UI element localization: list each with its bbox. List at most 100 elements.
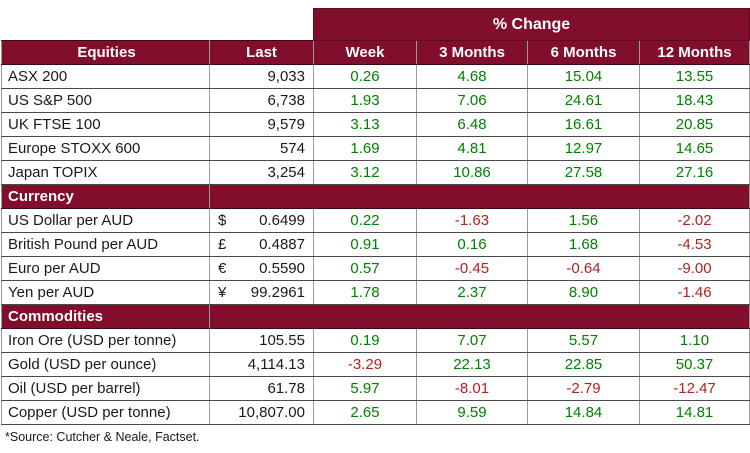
change-cell: 20.85 bbox=[638, 112, 750, 137]
currency-symbol: € bbox=[218, 260, 227, 277]
row-label: US S&P 500 bbox=[1, 88, 210, 113]
row-label: Iron Ore (USD per tonne) bbox=[1, 328, 210, 353]
currency-symbol: $ bbox=[218, 212, 227, 229]
section-header-commodities: Commodities bbox=[1, 304, 210, 329]
section-header-equities: Equities bbox=[1, 40, 210, 65]
row-label: Gold (USD per ounce) bbox=[1, 352, 210, 377]
last-value: €0.5590 bbox=[209, 256, 314, 281]
change-cell: 27.58 bbox=[527, 160, 640, 185]
change-cell: 4.81 bbox=[416, 136, 528, 161]
change-cell: -0.45 bbox=[416, 256, 528, 281]
percent-change-banner-row: % Change bbox=[1, 8, 750, 41]
last-value: £0.4887 bbox=[209, 232, 314, 257]
table-row-yen-per-aud: Yen per AUD ¥99.2961 1.78 2.37 8.90 -1.4… bbox=[1, 280, 750, 305]
change-cell: -4.53 bbox=[638, 232, 750, 257]
change-cell: 18.43 bbox=[638, 88, 750, 113]
last-value: 9,033 bbox=[209, 64, 314, 89]
change-cell: 27.16 bbox=[638, 160, 750, 185]
row-label: Japan TOPIX bbox=[1, 160, 210, 185]
change-cell: 12.97 bbox=[527, 136, 640, 161]
change-cell: 14.81 bbox=[638, 400, 750, 425]
change-cell: 0.22 bbox=[313, 208, 417, 233]
row-label: US Dollar per AUD bbox=[1, 208, 210, 233]
change-cell: 0.19 bbox=[313, 328, 417, 353]
row-label: ASX 200 bbox=[1, 64, 210, 89]
change-cell: -12.47 bbox=[638, 376, 750, 401]
change-cell: 0.91 bbox=[313, 232, 417, 257]
section-header-currency-row: Currency bbox=[1, 184, 750, 209]
table-row-asx-200: ASX 200 9,033 0.26 4.68 15.04 13.55 bbox=[1, 64, 750, 89]
change-cell: 22.13 bbox=[416, 352, 528, 377]
change-cell: 14.65 bbox=[638, 136, 750, 161]
last-number: 0.5590 bbox=[259, 260, 305, 277]
row-label: Yen per AUD bbox=[1, 280, 210, 305]
change-cell: -0.64 bbox=[527, 256, 640, 281]
percent-change-title: % Change bbox=[312, 8, 750, 41]
last-value: 105.55 bbox=[209, 328, 314, 353]
table-row-japan-topix: Japan TOPIX 3,254 3.12 10.86 27.58 27.16 bbox=[1, 160, 750, 185]
table-row-europe-stoxx-600: Europe STOXX 600 574 1.69 4.81 12.97 14.… bbox=[1, 136, 750, 161]
change-cell: 24.61 bbox=[527, 88, 640, 113]
table-row-us-sp-500: US S&P 500 6,738 1.93 7.06 24.61 18.43 bbox=[1, 88, 750, 113]
last-number: 0.4887 bbox=[259, 236, 305, 253]
last-number: 0.6499 bbox=[259, 212, 305, 229]
currency-symbol: ¥ bbox=[218, 284, 227, 301]
last-value: ¥99.2961 bbox=[209, 280, 314, 305]
row-label: British Pound per AUD bbox=[1, 232, 210, 257]
change-cell: -1.63 bbox=[416, 208, 528, 233]
source-note: *Source: Cutcher & Neale, Factset. bbox=[5, 430, 200, 444]
change-cell: 2.65 bbox=[313, 400, 417, 425]
banner-spacer bbox=[1, 8, 314, 41]
last-value: 9,579 bbox=[209, 112, 314, 137]
change-cell: -8.01 bbox=[416, 376, 528, 401]
table-row-usd-per-aud: US Dollar per AUD $0.6499 0.22 -1.63 1.5… bbox=[1, 208, 750, 233]
change-cell: 0.26 bbox=[313, 64, 417, 89]
change-cell: 2.37 bbox=[416, 280, 528, 305]
col-header-6-months: 6 Months bbox=[527, 40, 640, 65]
table-row-gold: Gold (USD per ounce) 4,114.13 -3.29 22.1… bbox=[1, 352, 750, 377]
change-cell: 0.16 bbox=[416, 232, 528, 257]
currency-symbol: £ bbox=[218, 236, 227, 253]
change-cell: -2.02 bbox=[638, 208, 750, 233]
table-row-iron-ore: Iron Ore (USD per tonne) 105.55 0.19 7.0… bbox=[1, 328, 750, 353]
change-cell: 0.57 bbox=[313, 256, 417, 281]
change-cell: 8.90 bbox=[527, 280, 640, 305]
col-header-last: Last bbox=[209, 40, 314, 65]
table-row-oil: Oil (USD per barrel) 61.78 5.97 -8.01 -2… bbox=[1, 376, 750, 401]
change-cell: 1.68 bbox=[527, 232, 640, 257]
change-cell: 10.86 bbox=[416, 160, 528, 185]
change-cell: 16.61 bbox=[527, 112, 640, 137]
change-cell: 50.37 bbox=[638, 352, 750, 377]
last-value: 4,114.13 bbox=[209, 352, 314, 377]
row-label: UK FTSE 100 bbox=[1, 112, 210, 137]
last-value: 10,807.00 bbox=[209, 400, 314, 425]
change-cell: 1.56 bbox=[527, 208, 640, 233]
table-row-gbp-per-aud: British Pound per AUD £0.4887 0.91 0.16 … bbox=[1, 232, 750, 257]
change-cell: 7.06 bbox=[416, 88, 528, 113]
change-cell: 1.93 bbox=[313, 88, 417, 113]
change-cell: 4.68 bbox=[416, 64, 528, 89]
row-label: Oil (USD per barrel) bbox=[1, 376, 210, 401]
change-cell: -9.00 bbox=[638, 256, 750, 281]
last-value: 3,254 bbox=[209, 160, 314, 185]
row-label: Copper (USD per tonne) bbox=[1, 400, 210, 425]
change-cell: 13.55 bbox=[638, 64, 750, 89]
section-header-currency: Currency bbox=[1, 184, 210, 209]
row-label: Euro per AUD bbox=[1, 256, 210, 281]
col-header-12-months: 12 Months bbox=[638, 40, 750, 65]
change-cell: 7.07 bbox=[416, 328, 528, 353]
change-cell: 1.78 bbox=[313, 280, 417, 305]
col-header-week: Week bbox=[313, 40, 417, 65]
change-cell: 3.13 bbox=[313, 112, 417, 137]
change-cell: -1.46 bbox=[638, 280, 750, 305]
change-cell: 1.10 bbox=[638, 328, 750, 353]
last-value: 574 bbox=[209, 136, 314, 161]
change-cell: 9.59 bbox=[416, 400, 528, 425]
section-header-commodities-row: Commodities bbox=[1, 304, 750, 329]
market-data-table: % Change Equities Last Week 3 Months 6 M… bbox=[1, 8, 750, 425]
section-band-filler bbox=[208, 184, 750, 209]
change-cell: 1.69 bbox=[313, 136, 417, 161]
change-cell: 5.97 bbox=[313, 376, 417, 401]
section-band-filler bbox=[208, 304, 750, 329]
